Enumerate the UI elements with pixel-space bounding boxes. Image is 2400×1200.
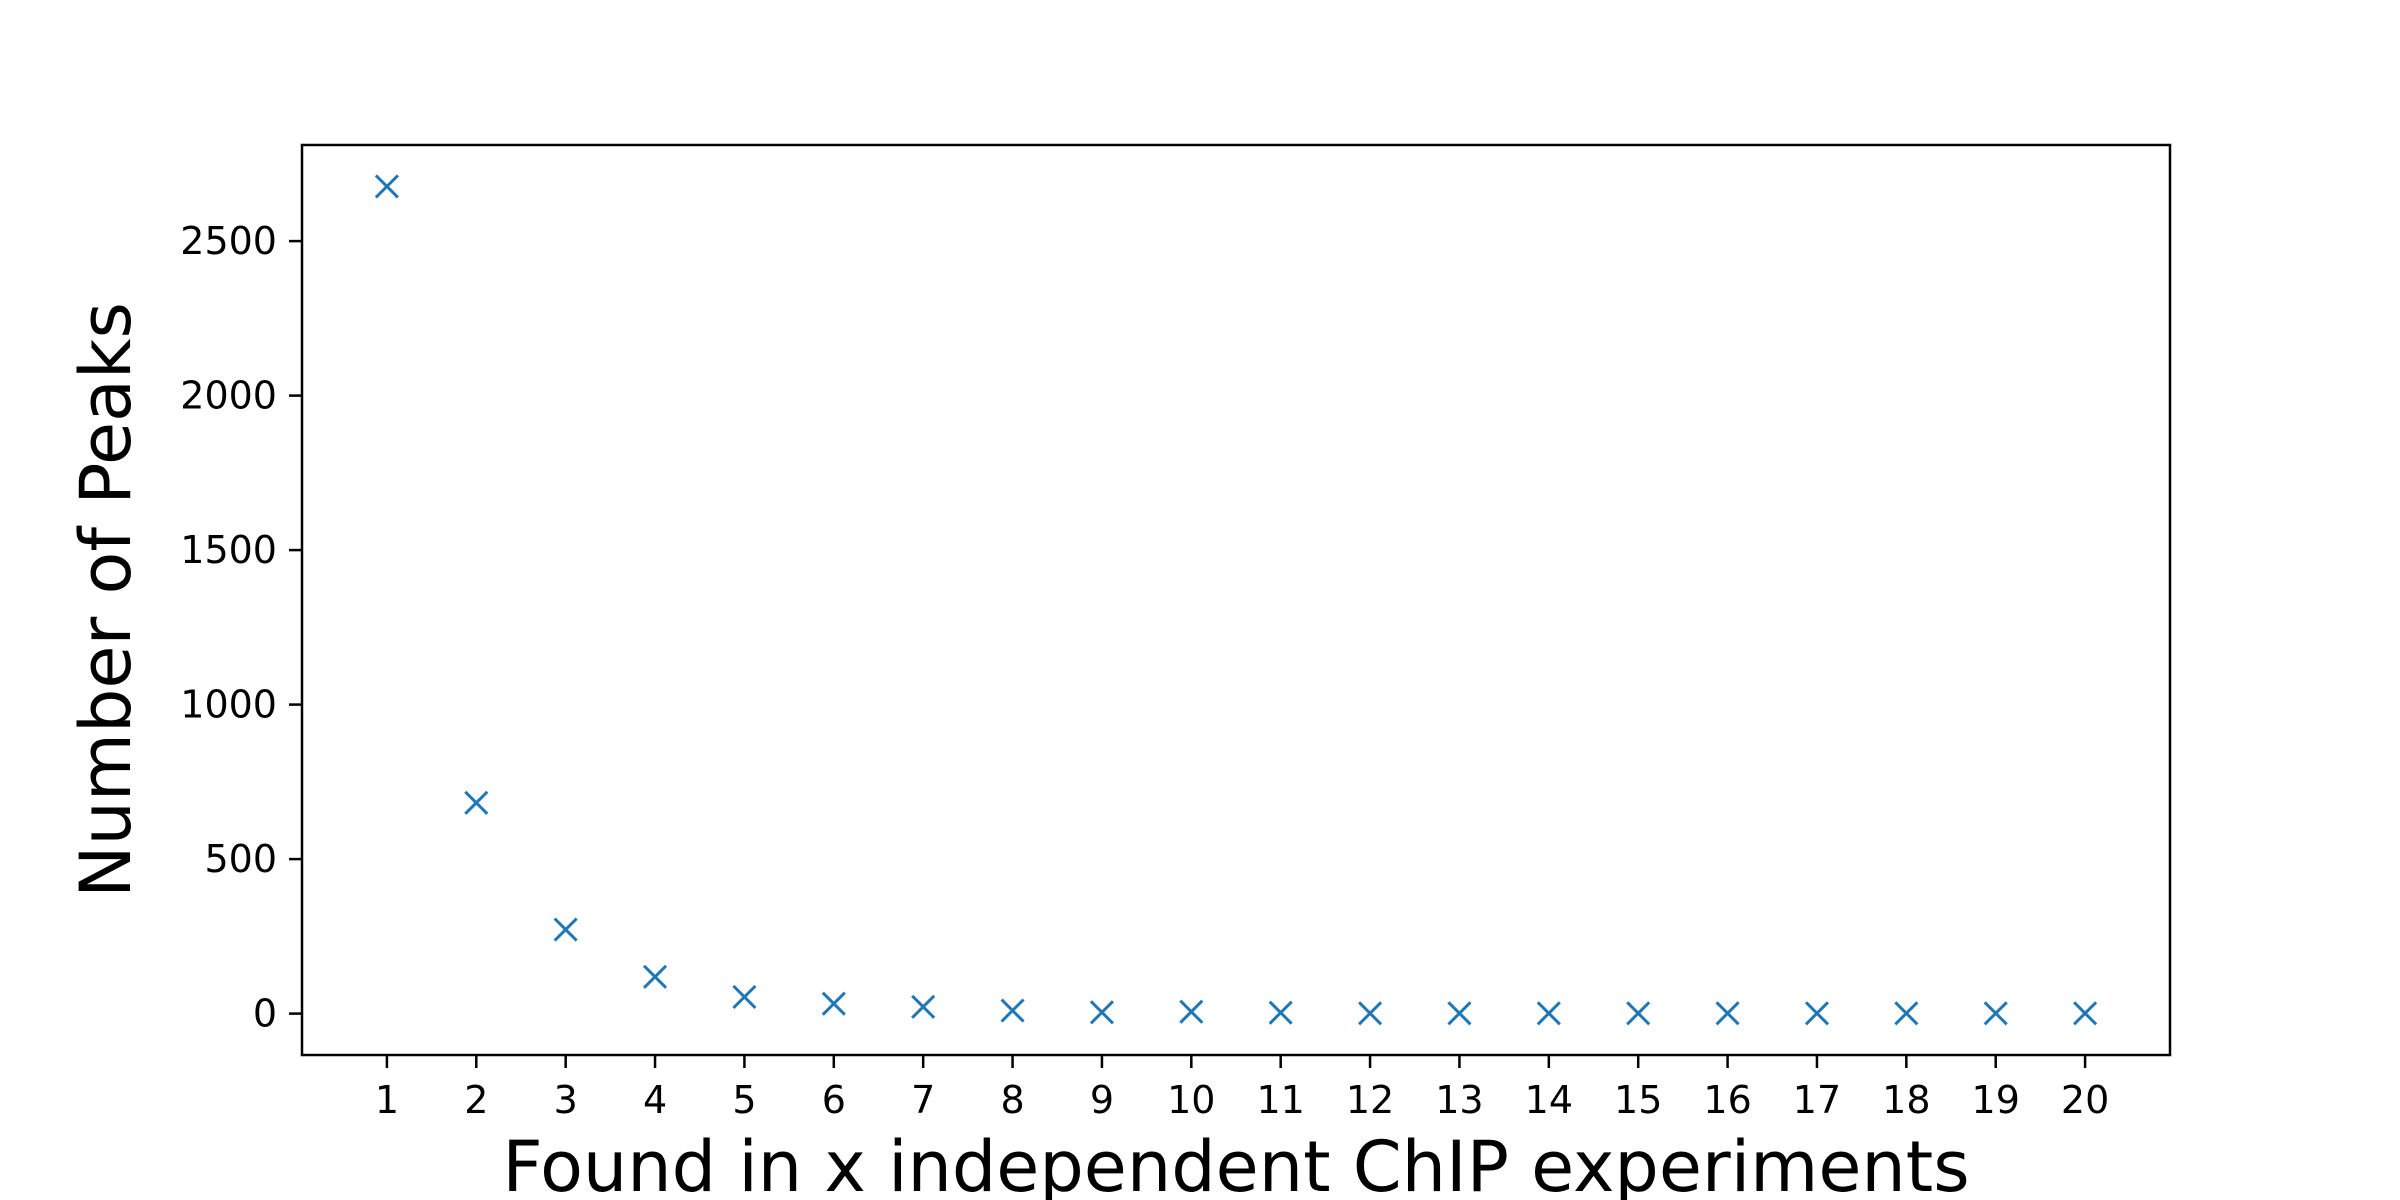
- data-point: [1447, 1001, 1472, 1026]
- x-tick-label: 6: [822, 1078, 846, 1122]
- data-point: [821, 991, 846, 1016]
- y-tick-label: 2000: [180, 374, 277, 418]
- data-point: [1536, 1001, 1561, 1026]
- data-point: [553, 917, 578, 942]
- x-tick-label: 15: [1614, 1078, 1662, 1122]
- x-tick-label: 2: [464, 1078, 488, 1122]
- data-point: [911, 994, 936, 1019]
- data-point: [2073, 1001, 2098, 1026]
- data-point: [1894, 1001, 1919, 1026]
- x-tick-label: 20: [2061, 1078, 2109, 1122]
- data-point: [1358, 1001, 1383, 1026]
- data-point: [642, 964, 668, 989]
- x-tick-label: 1: [375, 1078, 399, 1122]
- x-tick-label: 8: [1000, 1078, 1024, 1122]
- data-point: [1715, 1001, 1740, 1026]
- x-tick-label: 12: [1346, 1078, 1394, 1122]
- y-tick-label: 2500: [180, 219, 277, 263]
- data-point: [1268, 1000, 1293, 1025]
- data-point: [1804, 1001, 1830, 1026]
- y-tick-label: 1000: [180, 683, 277, 727]
- x-tick-label: 13: [1435, 1078, 1483, 1122]
- x-tick-label: 16: [1703, 1078, 1751, 1122]
- x-tick-label: 7: [911, 1078, 935, 1122]
- data-point: [1089, 1000, 1114, 1025]
- y-axis-label: Number of Peaks: [65, 302, 147, 898]
- x-tick-label: 19: [1972, 1078, 2020, 1122]
- x-tick-label: 3: [554, 1078, 578, 1122]
- data-point: [1179, 999, 1204, 1024]
- data-point: [464, 790, 489, 815]
- data-points: [374, 174, 2098, 1026]
- data-point: [1983, 1001, 2008, 1026]
- x-tick-label: 4: [643, 1078, 667, 1122]
- x-tick-label: 5: [732, 1078, 756, 1122]
- plot-frame: [300, 143, 2172, 1057]
- x-tick-label: 9: [1090, 1078, 1114, 1122]
- data-point: [374, 174, 399, 199]
- data-point: [1000, 998, 1025, 1023]
- y-tick-label: 0: [253, 992, 277, 1036]
- x-axis-label: Found in x independent ChIP experiments: [502, 1126, 1969, 1200]
- x-tick-label: 14: [1525, 1078, 1573, 1122]
- x-tick-label: 11: [1257, 1078, 1305, 1122]
- data-point: [1626, 1001, 1651, 1026]
- x-axis-ticks: 1 2 3 4 5 6 7 8 9 10 11 12 13 14 15 16 17 18 19 20: [375, 1055, 2109, 1122]
- data-point: [732, 984, 757, 1009]
- x-tick-label: 10: [1167, 1078, 1215, 1122]
- x-tick-label: 18: [1882, 1078, 1930, 1122]
- x-tick-label: 17: [1793, 1078, 1841, 1122]
- y-tick-label: 500: [204, 837, 277, 881]
- y-tick-label: 1500: [180, 528, 277, 572]
- y-axis-ticks: 0 500 1000 1500 2000 2500: [180, 219, 302, 1036]
